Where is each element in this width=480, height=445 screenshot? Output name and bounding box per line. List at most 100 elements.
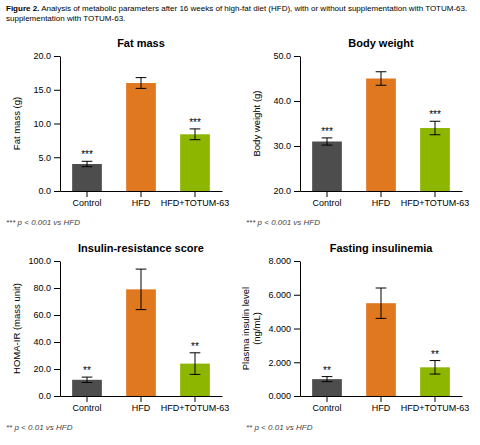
- y-tick: 0.0: [38, 391, 60, 401]
- x-tick-label: HFD: [372, 198, 391, 208]
- x-axis: Control HFD HFD+TOTUM-63: [61, 191, 230, 208]
- x-tick-label: HFD+TOTUM-63: [401, 198, 470, 208]
- y-axis: 0.020.040.060.080.0100.0: [28, 256, 60, 401]
- x-tick: HFD: [372, 396, 391, 413]
- footnote: *** p < 0.001 vs HFD: [246, 218, 320, 227]
- bar: [312, 142, 342, 192]
- error-bar-cap: [376, 288, 387, 289]
- error-bar-cap: [136, 309, 147, 310]
- x-tick-label: HFD+TOTUM-63: [161, 198, 230, 208]
- y-tick-label: 8.000: [268, 256, 291, 266]
- significance-label: ***: [429, 109, 441, 120]
- error-bar-cap: [376, 85, 387, 86]
- y-axis-title: HOMA-IR (mass unit): [11, 283, 22, 374]
- significance-label: **: [191, 341, 199, 352]
- x-tick: HFD+TOTUM-63: [401, 191, 470, 208]
- y-tick-label: 0.0: [38, 186, 51, 196]
- marks: [72, 269, 210, 396]
- y-tick-label: 0.0: [38, 391, 51, 401]
- y-tick-mark: [54, 191, 60, 192]
- y-axis: 0.05.010.015.020.0: [33, 51, 60, 196]
- bar: [366, 79, 396, 192]
- error-bar-cap: [376, 71, 387, 72]
- y-tick: 10.0: [33, 119, 60, 129]
- y-tick: 0.000: [268, 391, 300, 401]
- y-tick-label: 4.000: [268, 324, 291, 334]
- y-tick-mark: [54, 90, 60, 91]
- x-tick: Control: [72, 191, 101, 208]
- y-tick-mark: [54, 369, 60, 370]
- x-tick-label: HFD: [372, 403, 391, 413]
- error-bar: [82, 161, 93, 166]
- error-bar-stem: [195, 353, 196, 375]
- error-bar: [430, 121, 441, 135]
- error-bar-cap: [136, 77, 147, 78]
- y-tick-label: 40.0: [33, 337, 51, 347]
- y-tick: 50.0: [273, 51, 300, 61]
- y-tick-label: 15.0: [33, 85, 51, 95]
- error-bar-stem: [435, 121, 436, 135]
- x-axis: ControlHFDHFD+TOTUM-63: [301, 191, 470, 208]
- figure: Figure 2. Analysis of metabolic paramete…: [0, 0, 480, 445]
- x-tick: HFD+TOTUM-63: [401, 396, 470, 413]
- y-tick: 6.000: [268, 290, 300, 300]
- error-bar: [376, 288, 387, 318]
- y-tick-label: 40.0: [273, 96, 291, 106]
- y-tick-mark: [54, 157, 60, 158]
- x-tick-label: HFD+TOTUM-63: [401, 403, 470, 413]
- bar: [126, 83, 156, 191]
- y-tick: 15.0: [33, 85, 60, 95]
- error-bar-stem: [141, 78, 142, 89]
- significance-label: **: [83, 365, 91, 376]
- figure-title: Figure 2. Analysis of metabolic paramete…: [6, 4, 467, 13]
- y-tick-mark: [294, 329, 300, 330]
- panel: 0.000 2.000 4.000 6.000 8.000 Control HFD HFD+T…: [240, 242, 469, 413]
- error-bar-cap: [82, 377, 93, 378]
- y-tick-label: 10.0: [33, 119, 51, 129]
- y-tick-label: 6.000: [268, 290, 291, 300]
- y-tick: 0.0: [38, 186, 60, 196]
- marks: [72, 78, 210, 191]
- x-tick-mark: [87, 191, 88, 197]
- x-tick-mark: [327, 191, 328, 197]
- error-bar: [430, 361, 441, 375]
- panel-title: Fat mass: [117, 37, 165, 49]
- error-bar-cap: [430, 360, 441, 361]
- error-bar-cap: [190, 128, 201, 129]
- figure-annotation: supplementation with TOTUM-63.: [6, 14, 125, 23]
- error-bar-stem: [87, 377, 88, 382]
- y-tick-mark: [54, 261, 60, 262]
- x-tick: HFD+TOTUM-63: [161, 396, 230, 413]
- y-tick: 40.0: [33, 337, 60, 347]
- y-tick-mark: [294, 101, 300, 102]
- y-tick-mark: [294, 261, 300, 262]
- bar: [72, 164, 102, 191]
- panel-title: Body weight: [348, 37, 414, 49]
- x-tick-mark: [435, 191, 436, 197]
- y-tick: 4.000: [268, 324, 300, 334]
- x-tick-mark: [141, 191, 142, 197]
- x-tick-label: Control: [312, 403, 341, 413]
- y-tick-label: 50.0: [273, 51, 291, 61]
- error-bar-stem: [141, 269, 142, 310]
- error-bar-cap: [376, 318, 387, 319]
- y-axis-line: [60, 262, 61, 397]
- error-bar-cap: [82, 161, 93, 162]
- x-axis: Control HFD HFD+TOTUM-63: [301, 396, 470, 413]
- y-tick-label: 5.0: [38, 153, 51, 163]
- y-axis-line: [60, 57, 61, 192]
- error-bar-stem: [381, 288, 382, 318]
- x-axis: ControlHFDHFD+TOTUM-63: [61, 396, 230, 413]
- error-bar-stem: [327, 138, 328, 145]
- x-tick-mark: [381, 191, 382, 197]
- error-bar: [136, 269, 147, 310]
- footnote: ** p < 0.01 vs HFD: [6, 423, 73, 432]
- x-tick-label: HFD: [132, 198, 151, 208]
- y-tick: 2.000: [268, 358, 300, 368]
- error-bar-cap: [322, 376, 333, 377]
- x-tick: Control: [72, 396, 101, 413]
- x-tick-mark: [327, 396, 328, 402]
- error-bar: [376, 72, 387, 86]
- panel: 0.020.040.060.080.0100.0ControlHFDHFD+TO…: [11, 242, 229, 413]
- y-tick: 5.0: [38, 153, 60, 163]
